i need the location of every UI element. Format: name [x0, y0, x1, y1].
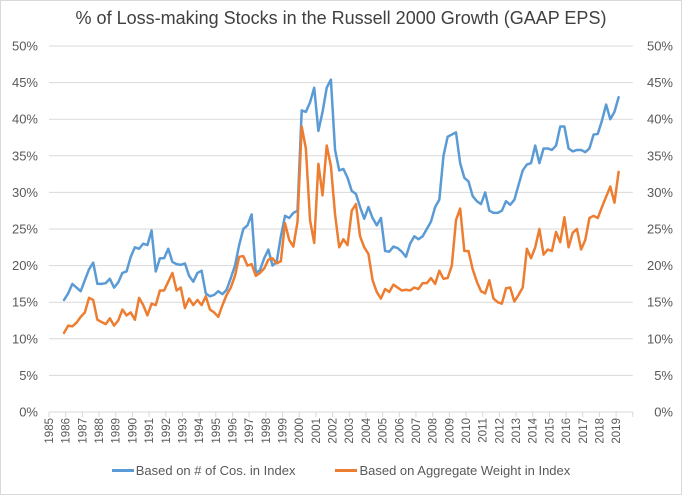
x-tick-label: 2014: [528, 417, 540, 443]
y-tick-label-left: 10%: [12, 331, 38, 346]
x-tick-label: 2012: [494, 418, 506, 444]
y-tick-label-left: 35%: [12, 148, 38, 163]
chart-title: % of Loss-making Stocks in the Russell 2…: [75, 8, 607, 28]
x-tick-label: 2000: [294, 418, 306, 444]
x-tick-label: 2004: [361, 417, 373, 443]
x-tick-label: 1987: [77, 418, 89, 444]
legend-label: Based on Aggregate Weight in Index: [359, 463, 571, 478]
y-tick-label-left: 0%: [19, 405, 38, 420]
x-tick-label: 1994: [194, 417, 206, 443]
y-tick-label-right: 20%: [647, 258, 673, 273]
legend-swatch-blue: [111, 469, 134, 472]
y-tick-label-right: 40%: [647, 112, 673, 127]
x-tick-label: 2003: [344, 418, 356, 444]
y-tick-label-right: 0%: [654, 405, 673, 420]
y-tick-label-left: 20%: [12, 258, 38, 273]
x-tick-label: 2009: [444, 418, 456, 444]
x-tick-label: 1989: [111, 418, 123, 444]
legend-swatch-orange: [335, 469, 358, 472]
x-tick-label: 2013: [511, 418, 523, 444]
legend: Based on # of Cos. in Index Based on Agg…: [0, 463, 682, 478]
y-tick-label-right: 30%: [647, 185, 673, 200]
legend-item-weight: Based on Aggregate Weight in Index: [335, 463, 570, 478]
y-tick-label-right: 25%: [647, 222, 673, 237]
x-tick-label: 2010: [461, 418, 473, 444]
y-tick-label-left: 50%: [12, 39, 38, 54]
y-tick-label-right: 15%: [647, 295, 673, 310]
x-tick-label: 2001: [311, 418, 323, 444]
y-axis-left: 0% 5% 10% 15% 20% 25% 30% 35% 40% 45% 50%: [12, 39, 38, 420]
x-tick-label: 1985: [44, 418, 56, 444]
x-tick-label: 1999: [278, 418, 290, 444]
x-tick-label: 2005: [378, 418, 390, 444]
x-tick-label: 1992: [161, 418, 173, 444]
x-tick-label: 2002: [328, 418, 340, 444]
y-tick-label-left: 40%: [12, 112, 38, 127]
y-tick-label-right: 5%: [654, 368, 673, 383]
y-axis-right: 0% 5% 10% 15% 20% 25% 30% 35% 40% 45% 50%: [647, 39, 673, 420]
x-tick-label: 2016: [561, 418, 573, 444]
y-tick-label-right: 10%: [647, 331, 673, 346]
y-tick-label-left: 15%: [12, 295, 38, 310]
y-tick-label-right: 45%: [647, 75, 673, 90]
x-tick-label: 2019: [611, 418, 623, 444]
x-tick-label: 2006: [394, 418, 406, 444]
y-tick-label-left: 5%: [19, 368, 38, 383]
x-tick-label: 1995: [211, 418, 223, 444]
series-line-0: [62, 78, 620, 302]
gridlines: [49, 45, 633, 413]
x-tick-label: 1998: [261, 418, 273, 444]
x-tick-label: 2015: [544, 418, 556, 444]
x-tick-label: 2018: [594, 418, 606, 444]
legend-label: Based on # of Cos. in Index: [135, 463, 296, 478]
x-tick-label: 1988: [94, 418, 106, 444]
legend-item-count: Based on # of Cos. in Index: [111, 463, 296, 478]
y-tick-label-left: 25%: [12, 222, 38, 237]
x-tick-label: 1996: [227, 418, 239, 444]
x-axis: 1985 1986 1987 1988 1989 1990 1991 1992 1993 1994…: [44, 411, 634, 444]
x-tick-label: 1991: [144, 418, 156, 444]
y-tick-label-right: 50%: [647, 39, 673, 54]
y-tick-label-left: 45%: [12, 75, 38, 90]
x-tick-label: 1993: [177, 418, 189, 444]
series-lines: [62, 78, 620, 335]
y-tick-label-left: 30%: [12, 185, 38, 200]
x-tick-label: 2008: [428, 418, 440, 444]
x-tick-label: 1990: [127, 418, 139, 444]
x-tick-label: 2007: [411, 418, 423, 444]
x-tick-label: 2017: [578, 418, 590, 444]
x-tick-label: 1997: [244, 418, 256, 444]
x-tick-label: 2011: [478, 418, 490, 443]
x-tick-label: 1986: [61, 418, 73, 444]
y-tick-label-right: 35%: [647, 148, 673, 163]
series-line-1: [62, 125, 620, 335]
